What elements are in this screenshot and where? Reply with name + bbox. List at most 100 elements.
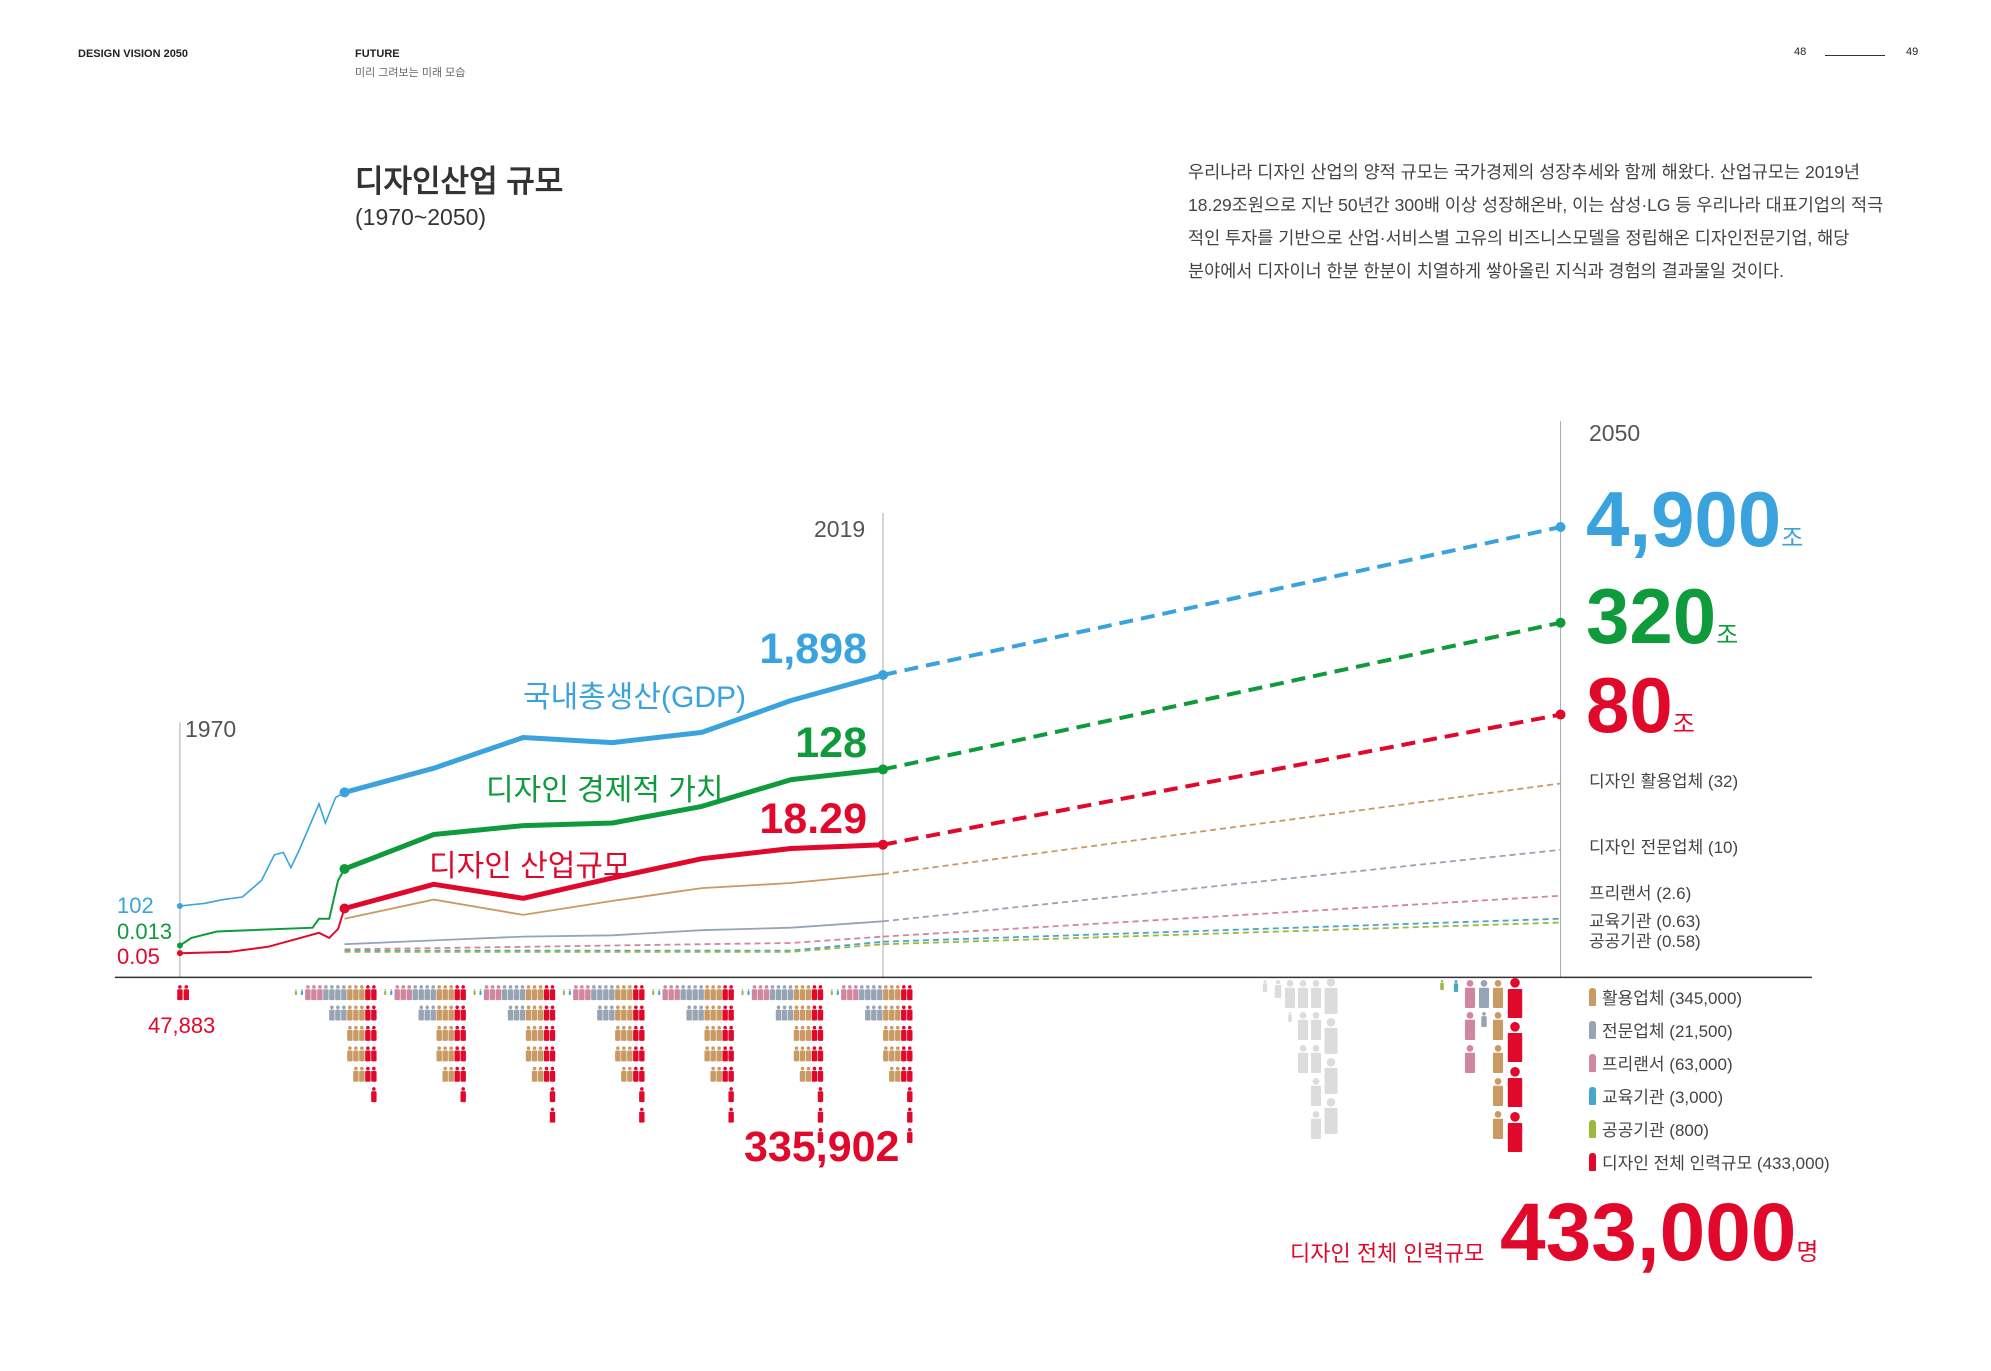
legend-label: 활용업체 (345,000) <box>1602 989 1743 1008</box>
unit-label: 조 <box>1781 525 1804 552</box>
person-icon <box>698 1005 704 1021</box>
person-icon <box>460 1046 466 1062</box>
person-icon <box>460 1087 466 1103</box>
legend-label: 공공기관 (800) <box>1602 1121 1709 1140</box>
person-icon <box>741 989 744 996</box>
freelance-projection-line <box>882 894 1561 938</box>
person-icon <box>1440 980 1444 990</box>
industry-2019-value: 18.29 <box>759 795 867 843</box>
person-icon <box>1288 1012 1292 1022</box>
person-icon <box>817 1127 824 1143</box>
person-icon <box>1297 1045 1309 1073</box>
person-icon <box>704 1005 710 1021</box>
workforce-2019-value: 335,902 <box>744 1123 900 1171</box>
person-icon <box>1324 1018 1338 1054</box>
person-icon <box>633 1025 639 1041</box>
edu-line <box>344 940 884 952</box>
industry-data-point <box>1555 709 1566 720</box>
person-icon <box>817 985 824 1001</box>
industry-2050-number: 80 <box>1586 661 1673 749</box>
person-icon <box>907 1087 913 1103</box>
person-icon <box>442 1025 448 1041</box>
person-icon <box>907 1107 913 1123</box>
person-icon <box>793 985 800 1001</box>
person-icon <box>473 989 476 996</box>
person-icon <box>889 1066 895 1082</box>
person-icon <box>442 985 448 1001</box>
person-icon <box>686 985 692 1001</box>
section-subtitle: 미리 그려보는 미래 모습 <box>355 67 466 79</box>
person-icon <box>1297 980 1309 1008</box>
person-icon <box>895 1046 901 1062</box>
person-icon <box>716 1025 722 1041</box>
person-icon <box>639 1087 645 1103</box>
person-icon <box>710 1046 716 1062</box>
person-icon <box>722 1066 728 1082</box>
person-icon <box>359 985 365 1001</box>
person-icon <box>883 1025 889 1041</box>
person-icon <box>775 985 782 1001</box>
legend-item-usage: 활용업체 (345,000) <box>1589 984 1830 1009</box>
person-icon <box>537 1005 544 1021</box>
person-icon <box>1324 1058 1338 1094</box>
year-2019-label: 2019 <box>814 516 866 542</box>
person-icon <box>728 1066 734 1082</box>
person-icon <box>300 989 303 996</box>
person-icon <box>1492 1078 1504 1106</box>
person-icon <box>1481 1012 1487 1027</box>
person-icon <box>365 985 371 1001</box>
industry-start-value: 0.05 <box>117 944 160 969</box>
industry-line-early <box>179 908 346 955</box>
legend-label: 교육기관 (3,000) <box>1602 1088 1724 1107</box>
workforce-unit: 명 <box>1796 1239 1819 1266</box>
person-icon <box>543 1025 550 1041</box>
person-icon <box>1324 978 1338 1014</box>
person-icon <box>442 1046 448 1062</box>
person-icon <box>781 985 788 1001</box>
person-icon <box>811 1046 818 1062</box>
person-icon <box>901 1025 907 1041</box>
econ-data-point <box>877 764 888 775</box>
person-icon <box>479 989 482 996</box>
econ-line <box>343 766 884 872</box>
person-icon <box>568 989 571 996</box>
page-divider <box>1825 55 1885 56</box>
econ-series-label: 디자인 경제적 가치 <box>486 774 724 807</box>
legend-label: 전문업체 (21,500) <box>1602 1022 1733 1041</box>
paragraph-line: 분야에서 디자이너 한분 한분이 치열하게 쌓아올린 지식과 경험의 결과물일 … <box>1188 261 1785 281</box>
person-icon <box>722 985 728 1001</box>
person-icon <box>454 1005 460 1021</box>
person-icon <box>1324 1098 1338 1134</box>
person-icon <box>573 985 579 1001</box>
person-icon <box>177 985 183 1001</box>
person-icon <box>1464 980 1476 1008</box>
person-icon <box>442 1066 448 1082</box>
legend-item-edu: 교육기관 (3,000) <box>1589 1083 1830 1108</box>
gdp-2019-value: 1,898 <box>759 625 867 673</box>
person-icon <box>799 985 806 1001</box>
legend-label: 디자인 전체 인력규모 (433,000) <box>1602 1154 1830 1173</box>
person-icon <box>901 1066 907 1082</box>
person-icon <box>549 1107 556 1123</box>
legend-item-public: 공공기관 (800) <box>1589 1116 1830 1141</box>
gdp-line-early <box>179 791 345 907</box>
gdp-data-point <box>176 902 183 909</box>
person-icon <box>817 1025 824 1041</box>
unit-label: 조 <box>1716 622 1739 649</box>
gdp-data-point <box>877 670 888 681</box>
person-icon <box>728 1087 734 1103</box>
paragraph-line: 적인 투자를 기반으로 산업·서비스별 고유의 비즈니스모델을 정립해온 디자인… <box>1188 228 1850 248</box>
econ-data-point <box>339 863 350 874</box>
econ-data-point <box>1555 617 1566 628</box>
person-icon <box>728 985 734 1001</box>
workforce-1970-value: 47,883 <box>148 1013 216 1038</box>
person-icon <box>633 1046 639 1062</box>
person-icon <box>668 985 674 1001</box>
person-icon <box>412 985 418 1001</box>
person-icon <box>698 985 704 1001</box>
person-icon <box>549 1046 556 1062</box>
person-icon <box>543 1046 550 1062</box>
person-icon <box>716 985 722 1001</box>
person-icon <box>901 1046 907 1062</box>
